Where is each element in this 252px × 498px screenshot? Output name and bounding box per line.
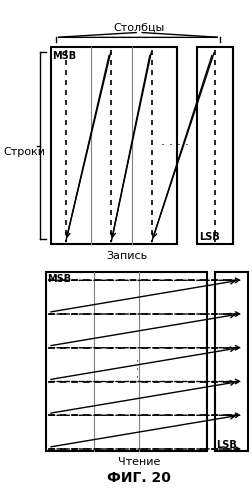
Text: Чтение: Чтение (117, 457, 160, 467)
Text: Строки: Строки (4, 147, 46, 157)
Bar (214, 271, 247, 451)
Text: LSB: LSB (215, 440, 236, 450)
Text: Запись: Запись (106, 251, 146, 261)
Text: LSB: LSB (199, 232, 219, 242)
Text: ФИГ. 20: ФИГ. 20 (107, 471, 170, 485)
Text: MSB: MSB (47, 274, 71, 284)
Text: · · · ·: · · · · (160, 139, 188, 152)
Bar (45, 271, 207, 451)
Text: MSB: MSB (52, 51, 76, 61)
Text: Столбцы: Столбцы (113, 22, 164, 32)
Text: · · ·: · · · (132, 358, 145, 378)
Bar (197, 47, 232, 244)
Bar (50, 47, 176, 244)
